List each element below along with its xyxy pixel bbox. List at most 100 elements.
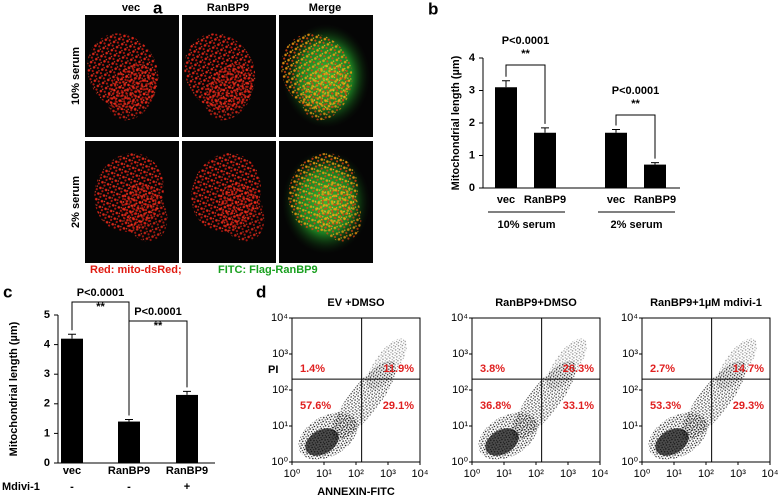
significance: ** xyxy=(96,301,105,313)
y-tick-label: 10¹ xyxy=(452,420,468,432)
y-tick-label: 10⁴ xyxy=(271,312,288,324)
mito-signal xyxy=(315,183,362,242)
dot-cloud xyxy=(655,428,689,456)
y-tick-label: 10² xyxy=(452,384,468,396)
y-tick-label: 1 xyxy=(44,427,50,439)
y-axis-label: Mitochondrial length (µm) xyxy=(450,55,462,190)
y-tick-label: 4 xyxy=(44,339,51,351)
mito-signal xyxy=(218,183,265,242)
x-tick-label: vec xyxy=(63,465,81,477)
bar xyxy=(534,132,556,188)
x-tick-label: 10⁴ xyxy=(762,468,778,480)
x-tick-label: 10⁰ xyxy=(464,468,481,480)
x-tick-label: 10³ xyxy=(560,468,576,480)
y-axis-label: Mitochondrial length (µm) xyxy=(8,321,20,456)
quadrant-percent: 11.9% xyxy=(383,363,414,375)
bar xyxy=(61,338,83,463)
treatment-sign: - xyxy=(127,481,131,493)
legend-text: Red: mito-dsRed; xyxy=(90,264,182,276)
quadrant-percent: 36.8% xyxy=(480,400,511,412)
significance: ** xyxy=(154,320,163,332)
x-tick-label: 10³ xyxy=(730,468,746,480)
x-tick-label: vec xyxy=(607,194,625,206)
panel-letter: a xyxy=(153,0,163,17)
quadrant-percent: 29.1% xyxy=(383,400,414,412)
significance-bracket xyxy=(615,114,656,159)
y-tick-label: 10⁰ xyxy=(271,456,288,468)
bar xyxy=(644,164,666,188)
y-tick-label: 0 xyxy=(44,457,50,469)
quadrant-percent: 14.7% xyxy=(733,363,764,375)
treatment-sign: - xyxy=(70,481,74,493)
x-tick-label: RanBP9 xyxy=(524,194,566,206)
x-tick-label: 10⁰ xyxy=(284,468,301,480)
y-tick-label: 10¹ xyxy=(272,420,288,432)
y-tick-label: 0 xyxy=(469,182,475,194)
y-tick-label: 10¹ xyxy=(622,420,638,432)
quadrant-percent: 1.4% xyxy=(300,363,325,375)
x-tick-label: 10¹ xyxy=(666,468,682,480)
x-tick-label: 10² xyxy=(698,468,714,480)
mito-signal xyxy=(107,63,157,121)
x-tick-label: 10⁰ xyxy=(634,468,651,480)
quadrant-percent: 2.7% xyxy=(650,363,675,375)
y-tick-label: 10⁰ xyxy=(621,456,638,468)
quadrant-percent: 3.8% xyxy=(480,363,505,375)
y-tick-label: 3 xyxy=(44,368,50,380)
column-label: Merge xyxy=(309,2,341,14)
p-value: P<0.0001 xyxy=(134,306,181,318)
panel-letter: c xyxy=(3,282,12,301)
quadrant-percent: 26.3% xyxy=(563,363,594,375)
significance-bracket xyxy=(505,64,546,124)
y-tick-label: 4 xyxy=(469,52,476,64)
quadrant-percent: 33.1% xyxy=(563,400,594,412)
mito-signal xyxy=(204,63,254,121)
significance: ** xyxy=(521,48,530,60)
row-label: 10% serum xyxy=(70,47,82,105)
quadrant-percent: 57.6% xyxy=(300,400,331,412)
dot-cloud xyxy=(547,338,587,390)
x-tick-label: 10⁴ xyxy=(412,468,429,480)
y-tick-label: 3 xyxy=(469,84,475,96)
dot-cloud xyxy=(717,338,757,390)
legend-text: FITC: Flag-RanBP9 xyxy=(218,264,318,276)
panel-letter: d xyxy=(256,282,266,301)
plot-title: EV +DMSO xyxy=(327,297,385,309)
mito-signal xyxy=(301,63,351,121)
p-value: P<0.0001 xyxy=(77,287,124,299)
x-tick-label: 10³ xyxy=(380,468,396,480)
x-tick-label: RanBP9 xyxy=(634,194,676,206)
significance: ** xyxy=(631,98,640,110)
bar xyxy=(118,421,140,463)
x-tick-label: 10⁴ xyxy=(592,468,609,480)
treatment-label: Mdivi-1 xyxy=(2,481,40,493)
plot-title: RanBP9+DMSO xyxy=(495,297,577,309)
group-label: 10% serum xyxy=(497,219,555,231)
quadrant-percent: 29.3% xyxy=(733,400,764,412)
bar xyxy=(605,132,627,188)
x-tick-label: RanBP9 xyxy=(166,465,208,477)
plot-title: RanBP9+1µM mdivi-1 xyxy=(650,297,762,309)
treatment-sign: + xyxy=(184,481,190,493)
quadrant-percent: 53.3% xyxy=(650,400,681,412)
group-label: 2% serum xyxy=(611,219,663,231)
bar xyxy=(176,394,198,463)
x-tick-label: vec xyxy=(497,194,515,206)
y-tick-label: 10² xyxy=(272,384,288,396)
y-tick-label: 2 xyxy=(469,117,475,129)
y-tick-label: 1 xyxy=(469,149,475,161)
dot-cloud xyxy=(485,428,519,456)
p-value: P<0.0001 xyxy=(612,85,659,97)
x-tick-label: 10¹ xyxy=(316,468,332,480)
y-tick-label: 10² xyxy=(622,384,638,396)
bar xyxy=(495,87,517,188)
dot-cloud xyxy=(367,338,407,390)
mito-signal xyxy=(121,183,168,242)
dot-cloud xyxy=(305,428,339,456)
y-tick-label: 2 xyxy=(44,398,50,410)
x-tick-label: 10¹ xyxy=(496,468,512,480)
y-tick-label: 10³ xyxy=(452,348,468,360)
y-tick-label: 10⁴ xyxy=(451,312,468,324)
x-tick-label: RanBP9 xyxy=(108,465,150,477)
